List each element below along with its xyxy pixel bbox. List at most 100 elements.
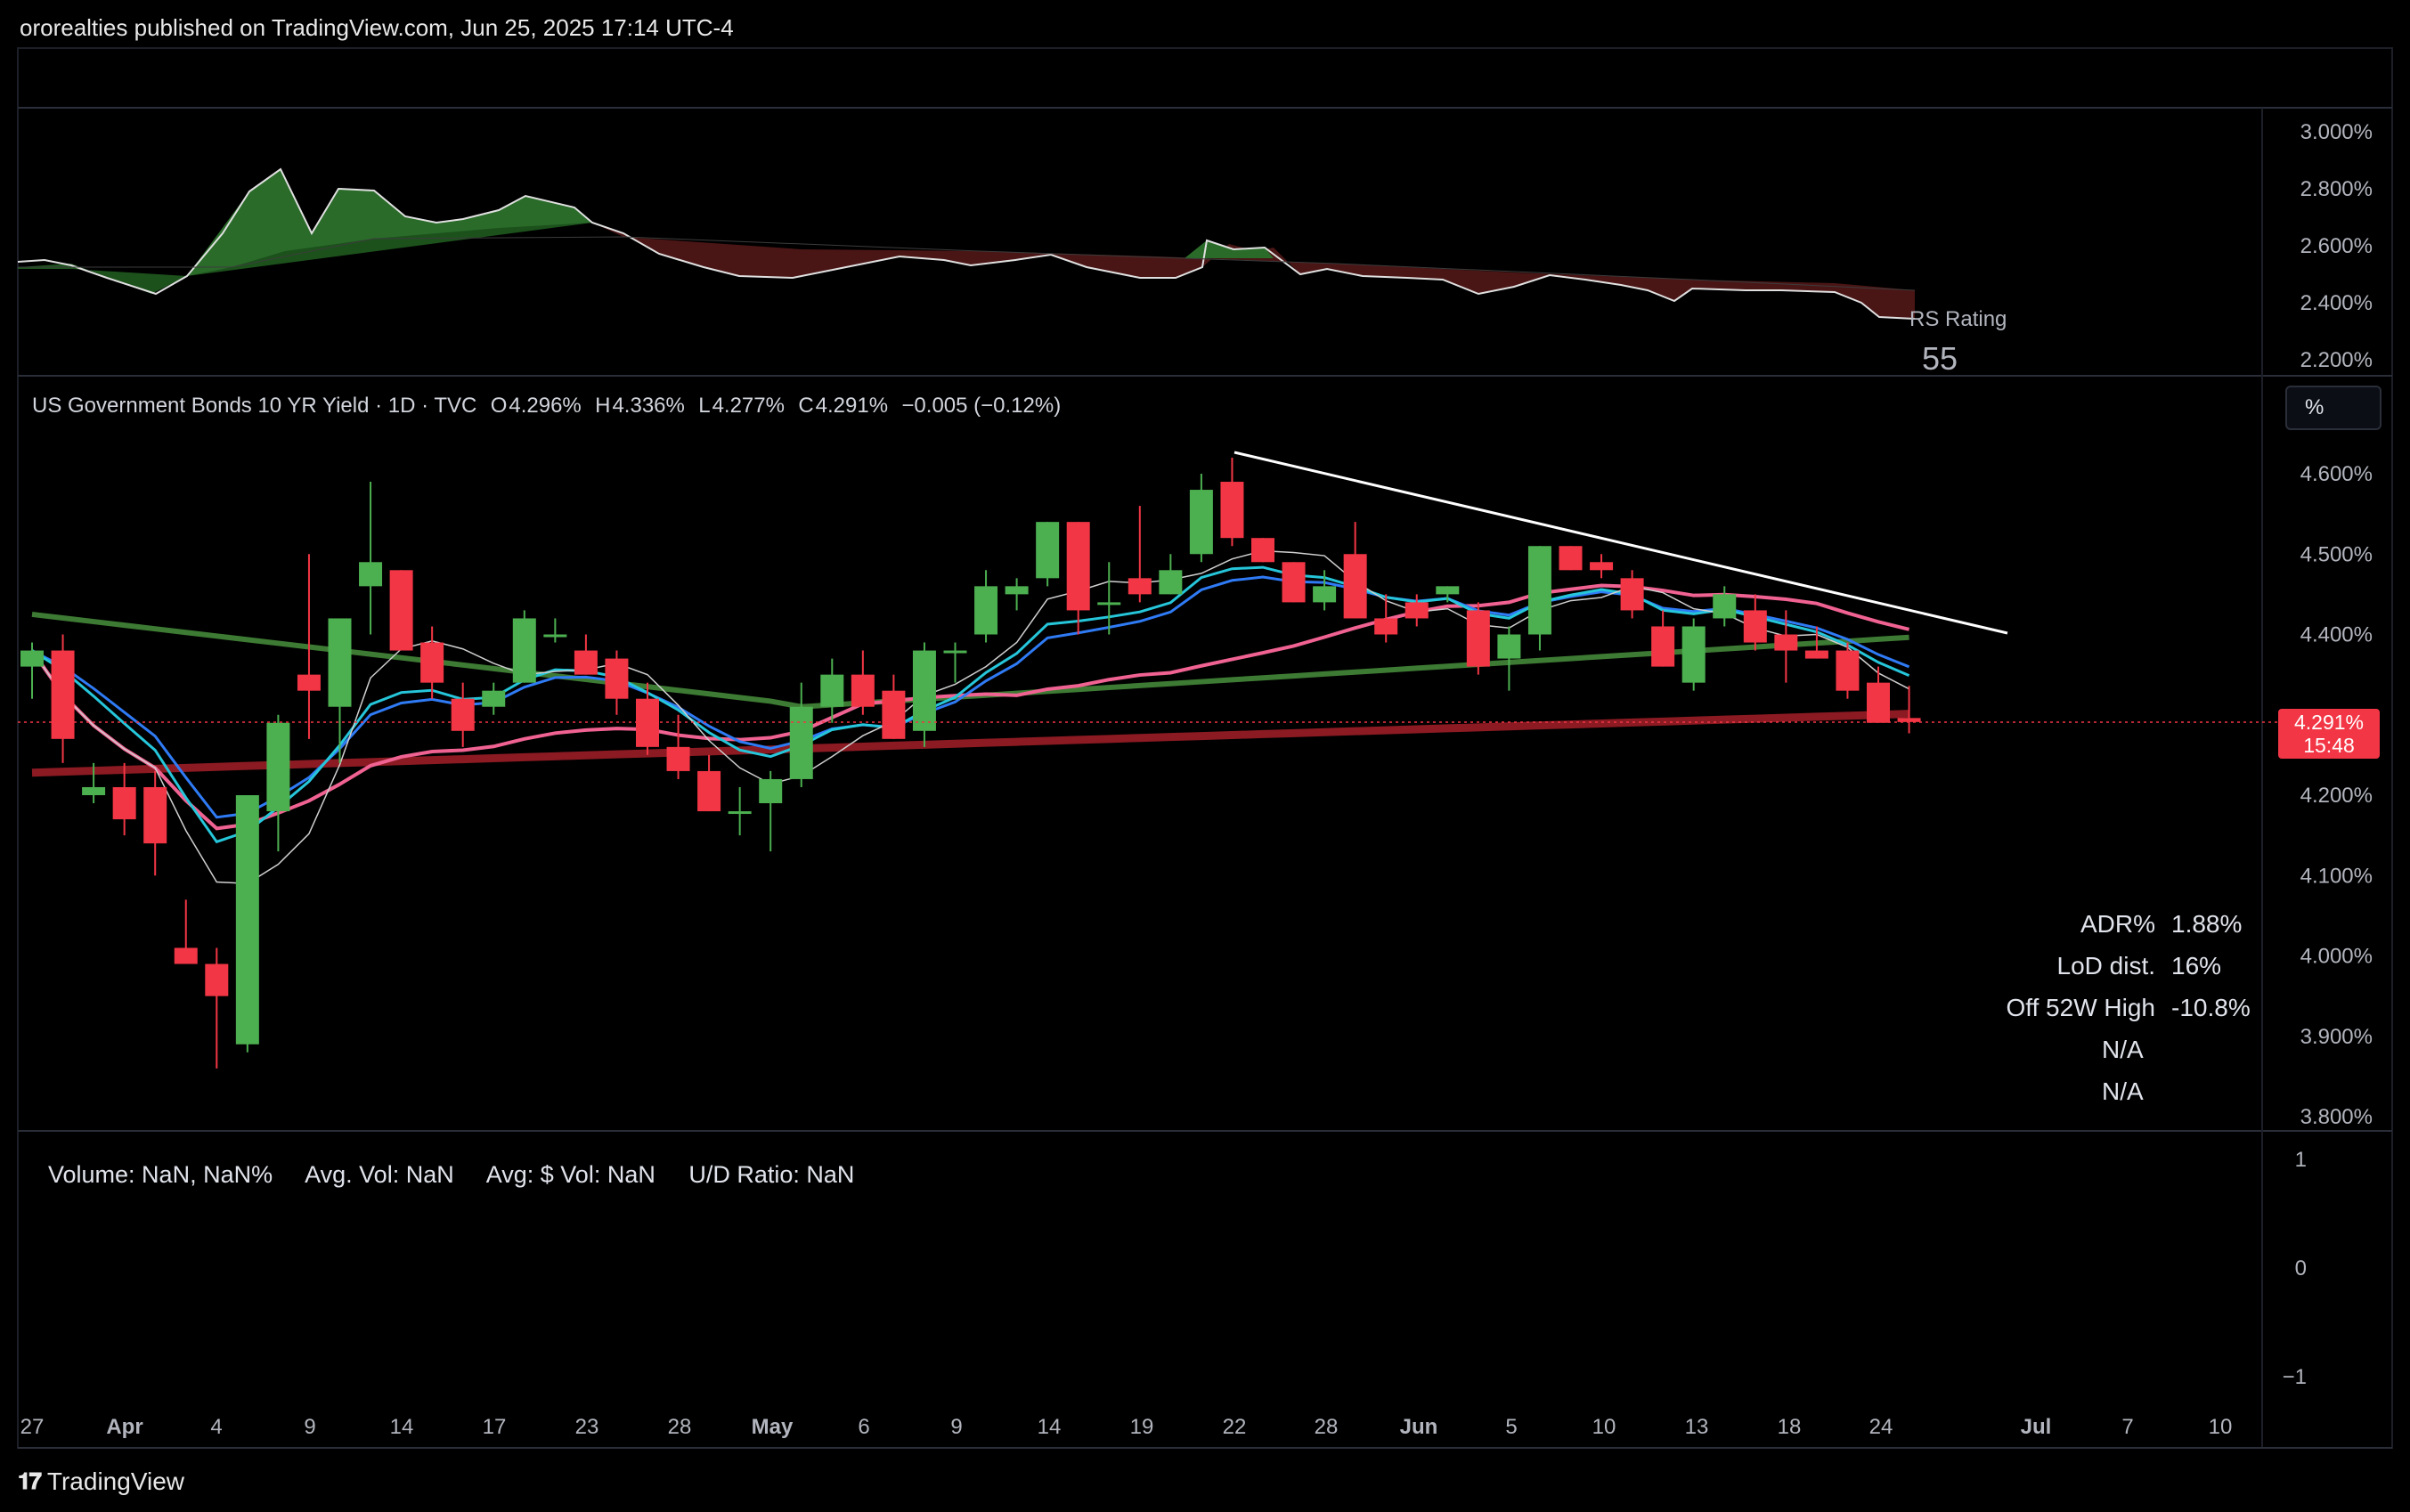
candle-body <box>882 690 906 739</box>
rs-ma-line <box>18 236 1916 291</box>
candle-body <box>1005 586 1029 595</box>
ud-ratio-text: U/D Ratio: NaN <box>688 1161 855 1188</box>
ma-200-line <box>31 710 1909 777</box>
time-axis[interactable]: 27 Apr 4 9 14 17 23 28 May 6 9 14 19 22 28 Jun 5 10 13 18 24… <box>20 1415 2233 1439</box>
low-value: 4.277% <box>712 394 785 418</box>
candle-body <box>1867 682 1890 723</box>
time-axis-label: 9 <box>950 1415 962 1439</box>
candle-body <box>51 650 75 739</box>
percent-scale-button[interactable]: % <box>2285 386 2382 430</box>
time-axis-label: 18 <box>1778 1415 1802 1439</box>
stat-value: 16% <box>2171 952 2222 980</box>
volume-axis-label: 1 <box>2295 1148 2307 1172</box>
volume-axis-label: 0 <box>2295 1256 2307 1280</box>
price-axis-label: 3.900% <box>2300 1025 2373 1049</box>
time-axis-label: 13 <box>1685 1415 1709 1439</box>
close-label: C <box>798 394 814 418</box>
rs-line <box>17 167 1916 320</box>
candle-body <box>1681 626 1706 683</box>
time-axis-label: 4 <box>210 1415 222 1439</box>
high-label: H <box>595 394 611 418</box>
candle-body <box>1374 618 1398 635</box>
time-axis-label: 23 <box>575 1415 599 1439</box>
rs-green-fill-2 <box>1185 240 1274 258</box>
candle-body <box>1313 586 1337 603</box>
brand-name[interactable]: TradingView <box>46 1467 185 1495</box>
time-axis-label: 5 <box>1505 1415 1517 1439</box>
bar-countdown: 15:48 <box>2303 734 2355 757</box>
high-value: 4.336% <box>612 394 685 418</box>
symbol-legend[interactable]: US Government Bonds 10 YR Yield · 1D · T… <box>32 394 1063 419</box>
ma-21-line <box>30 583 1910 831</box>
candle-body <box>297 674 321 691</box>
avg-vol-text: Avg. Vol: NaN <box>305 1161 454 1188</box>
candle-body <box>174 947 198 964</box>
candle-body <box>820 674 844 707</box>
time-axis-label: 10 <box>2209 1415 2233 1439</box>
price-axis-label: 4.100% <box>2300 864 2373 888</box>
candle-body <box>82 786 106 795</box>
rs-axis-label: 2.400% <box>2300 291 2373 315</box>
rs-axis-label: 3.000% <box>2300 120 2373 144</box>
candle-body <box>1713 594 1737 619</box>
price-axis-label: 4.200% <box>2300 784 2373 808</box>
candle-body <box>1497 634 1521 659</box>
trendline[interactable] <box>1233 451 2008 635</box>
rs-axis-label: 2.800% <box>2300 177 2373 201</box>
candle-body <box>1189 490 1213 555</box>
candle-body <box>266 722 290 812</box>
open-value: 4.296% <box>509 394 582 418</box>
candle-body <box>1774 634 1798 651</box>
candle-body <box>943 650 967 654</box>
sma-5-line <box>31 549 1909 885</box>
candle-body <box>1097 602 1121 606</box>
candle-body <box>974 586 998 635</box>
price-axis-label: 4.600% <box>2300 462 2373 486</box>
candle-body <box>1036 522 1060 579</box>
candle-body <box>328 618 352 707</box>
candle-body <box>1620 578 1644 611</box>
rs-red-fill <box>592 223 1915 319</box>
candle-body <box>851 674 875 707</box>
rs-rating-label: RS Rating <box>1909 307 2007 331</box>
stat-value: 1.88% <box>2171 910 2243 938</box>
volume-legend: Volume: NaN, NaN% Avg. Vol: NaN Avg: $ V… <box>48 1161 881 1189</box>
stat-label: Off 52W High <box>2006 994 2155 1021</box>
footer[interactable]: 𝟏𝟕 TradingView <box>18 1467 184 1496</box>
candle-body <box>1836 650 1860 691</box>
candle-body <box>1251 538 1274 563</box>
avg-dollar-vol-text: Avg: $ Vol: NaN <box>485 1161 655 1188</box>
candle-body <box>912 650 936 731</box>
price-axis[interactable]: 4.600% 4.500% 4.400% 4.200% 4.100% 4.000% 3.90… <box>2300 462 2373 1129</box>
last-price-tag: 4.291% 15:48 <box>2278 709 2380 759</box>
candle-body <box>1343 554 1367 619</box>
time-axis-label: 22 <box>1223 1415 1247 1439</box>
candle-body <box>1559 546 1583 571</box>
candle-body <box>543 634 567 638</box>
rs-axis-label: 2.600% <box>2300 234 2373 258</box>
time-axis-label: 28 <box>668 1415 692 1439</box>
volume-axis-label: −1 <box>2283 1365 2307 1389</box>
candle-body <box>789 706 813 779</box>
candle-body <box>1404 602 1429 619</box>
candle-body <box>1066 522 1090 611</box>
candle-body <box>666 746 690 771</box>
time-axis-label: 14 <box>390 1415 414 1439</box>
time-axis-label: 19 <box>1130 1415 1154 1439</box>
time-axis-label: 17 <box>483 1415 507 1439</box>
stat-value: N/A <box>2102 1077 2144 1105</box>
candle-body <box>359 562 383 587</box>
time-axis-label: 28 <box>1315 1415 1339 1439</box>
candle-body <box>1897 718 1921 722</box>
rs-rating-panel <box>17 167 1916 320</box>
symbol-name[interactable]: US Government Bonds 10 YR Yield · 1D · T… <box>32 394 477 418</box>
candle-body <box>143 786 167 844</box>
close-value: 4.291% <box>815 394 889 418</box>
time-axis-label: May <box>752 1415 794 1439</box>
price-axis-label: 4.500% <box>2300 542 2373 566</box>
candle-body <box>20 650 44 667</box>
tradingview-logo-icon[interactable]: 𝟏𝟕 <box>18 1467 42 1494</box>
price-axis-label: 3.800% <box>2300 1105 2373 1129</box>
rs-rating-value: 55 <box>1922 340 1958 377</box>
